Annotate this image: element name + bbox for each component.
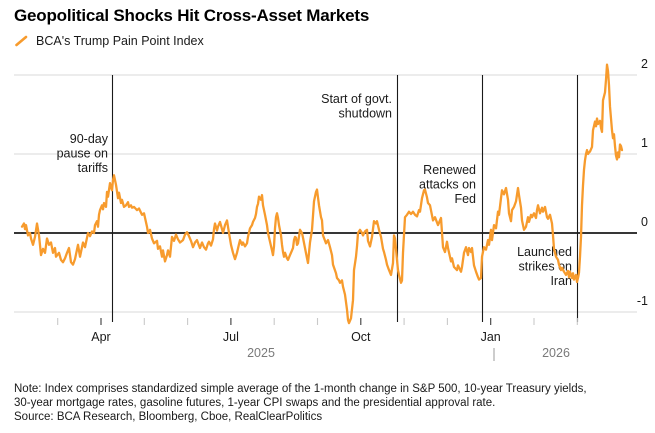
x-tick-label: Apr [91,330,110,344]
event-annotation-line: Fed [454,192,476,206]
chart-title: Geopolitical Shocks Hit Cross-Asset Mark… [14,6,370,25]
note-line-2: 30-year mortgage rates, gasoline futures… [14,397,496,410]
legend-label: BCA's Trump Pain Point Index [36,34,204,48]
x-tick-label: Oct [351,330,371,344]
event-annotation-line: Start of govt. [321,92,392,106]
x-tick-label: Jan [481,330,501,344]
event-annotation-line: Iran [550,274,572,288]
event-annotation-line: pause on [57,147,108,161]
legend: BCA's Trump Pain Point Index [14,34,204,48]
note-line-1: Note: Index comprises standardized simpl… [14,383,587,395]
event-annotation-line: Renewed [423,163,476,177]
event-annotation-line: shutdown [338,107,392,121]
y-tick-label: 2 [641,57,648,71]
event-annotation-line: tariffs [78,161,108,175]
event-annotation-line: Launched [517,245,572,259]
event-annotation-line: 90-day [70,132,109,146]
series-line [20,63,624,325]
year-label: 2026 [542,346,570,360]
y-tick-label: 0 [641,215,648,229]
y-tick-label: 1 [641,136,648,150]
year-label: 2025 [247,346,275,360]
source-line: Source: BCA Research, Bloomberg, Cboe, R… [14,411,323,424]
footer-notes: Note: Index comprises standardized simpl… [14,382,645,425]
event-annotation-line: attacks on [419,178,476,192]
y-tick-label: -1 [637,294,648,308]
x-tick-label: Jul [223,330,239,344]
series-slash-icon [15,35,28,47]
